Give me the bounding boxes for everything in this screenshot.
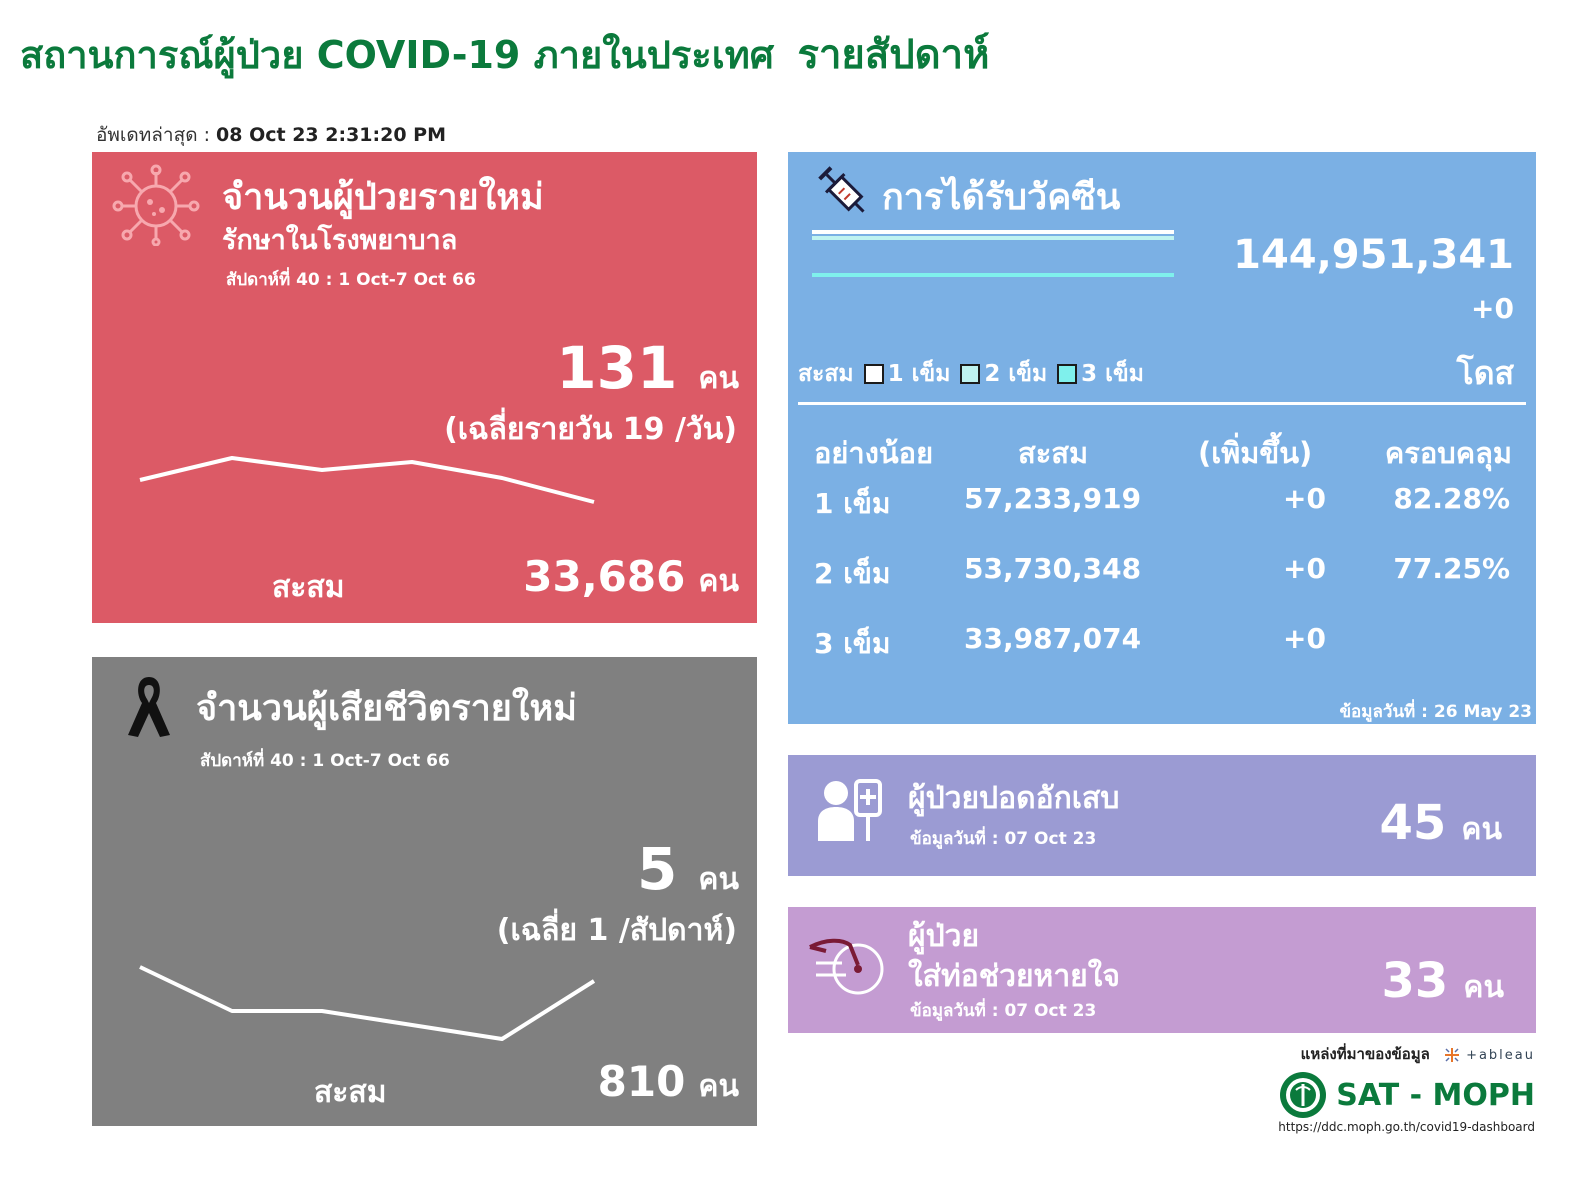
syringe-icon — [818, 166, 865, 213]
row2-increase: +0 — [1283, 552, 1326, 585]
new-cases-title: จำนวนผู้ป่วยรายใหม่ — [222, 177, 544, 218]
new-cases-cumulative-unit: คน — [698, 564, 739, 599]
row3-increase: +0 — [1283, 622, 1326, 655]
row1-increase: +0 — [1283, 482, 1326, 515]
black-ribbon-icon — [128, 677, 170, 737]
row3-total: 33,987,074 — [964, 622, 1142, 655]
dose1-progress-bar — [812, 230, 1174, 234]
virus-icon — [112, 164, 200, 246]
new-deaths-value: 5 — [636, 835, 678, 903]
vaccination-data-date: ข้อมูลวันที่ : 26 May 23 — [1339, 702, 1532, 722]
source-url: https://ddc.moph.go.th/covid19-dashboard — [1278, 1120, 1535, 1134]
legend-item-dose3: 3 เข็ม — [1081, 361, 1144, 387]
new-deaths-trend-line — [139, 965, 596, 1041]
row3-dose: 3 เข็ม — [814, 627, 891, 660]
row2-coverage: 77.25% — [1393, 552, 1510, 585]
new-deaths-title: จำนวนผู้เสียชีวิตรายใหม่ — [196, 688, 577, 729]
legend-swatch-dose2 — [960, 364, 981, 384]
page-title-weekly: รายสัปดาห์ — [797, 32, 990, 78]
pneumonia-data-date: ข้อมูลวันที่ : 07 Oct 23 — [910, 829, 1097, 849]
sat-moph-wordmark: SAT - MOPH — [1336, 1077, 1535, 1113]
pneumonia-count: 45 คน — [1380, 795, 1502, 853]
patient-iv-icon — [818, 779, 882, 841]
new-deaths-unit: คน — [698, 862, 739, 897]
col-header-coverage: ครอบคลุม — [1384, 436, 1512, 470]
new-deaths-average: (เฉลี่ย 1 /สัปดาห์) — [496, 913, 737, 948]
vaccination-legend: สะสม 1 เข็ม 2 เข็ม 3 เข็ม — [798, 356, 1144, 392]
vaccination-panel: การได้รับวัคซีน 144,951,341 +0 สะสม 1 เข… — [788, 152, 1536, 724]
new-cases-subtitle: รักษาในโรงพยาบาล — [222, 225, 458, 256]
page-title-main: สถานการณ์ผู้ป่วย COVID-19 ภายในประเทศ — [20, 33, 774, 77]
moph-seal-icon — [1280, 1072, 1327, 1118]
ventilator-count: 33 คน — [1382, 953, 1504, 1011]
row1-coverage: 82.28% — [1393, 482, 1510, 515]
new-cases-value: 131 — [556, 334, 678, 402]
last-updated-value: 08 Oct 23 2:31:20 PM — [216, 124, 446, 146]
vaccination-title: การได้รับวัคซีน — [882, 177, 1121, 218]
pneumonia-title: ผู้ป่วยปอดอักเสบ — [908, 781, 1120, 816]
row1-total: 57,233,919 — [964, 482, 1142, 515]
last-updated: อัพเดทล่าสุด : 08 Oct 23 2:31:20 PM — [96, 120, 446, 150]
ventilator-data-date: ข้อมูลวันที่ : 07 Oct 23 — [910, 1001, 1097, 1021]
ventilator-icon — [809, 938, 884, 995]
new-cases-cumulative: 33,686 คน — [523, 552, 739, 605]
page-title: สถานการณ์ผู้ป่วย COVID-19 ภายในประเทศ รา… — [20, 22, 989, 86]
row2-dose: 2 เข็ม — [814, 557, 891, 590]
new-cases-unit: คน — [698, 361, 739, 396]
col-header-increase: (เพิ่มขึ้น) — [1198, 436, 1313, 470]
new-deaths-week: สัปดาห์ที่ 40 : 1 Oct-7 Oct 66 — [200, 751, 450, 771]
vaccination-dose-unit: โดส — [1456, 354, 1515, 392]
pneumonia-panel: ผู้ป่วยปอดอักเสบ ข้อมูลวันที่ : 07 Oct 2… — [788, 755, 1536, 876]
legend-swatch-dose3 — [1057, 364, 1078, 384]
col-header-at-least: อย่างน้อย — [814, 436, 934, 470]
tableau-wordmark: +ableau — [1466, 1048, 1535, 1063]
new-cases-panel: จำนวนผู้ป่วยรายใหม่ รักษาในโรงพยาบาล สัป… — [92, 152, 757, 623]
new-deaths-cumulative-unit: คน — [698, 1069, 739, 1104]
ventilator-panel: ผู้ป่วย ใส่ท่อช่วยหายใจ ข้อมูลวันที่ : 0… — [788, 907, 1536, 1033]
new-cases-cumulative-label: สะสม — [272, 570, 345, 605]
legend-label: สะสม — [798, 361, 854, 387]
dose2-progress-bar — [812, 236, 1174, 240]
org-line: SAT - MOPH — [1278, 1070, 1535, 1120]
ventilator-value: 33 — [1381, 953, 1449, 1009]
new-cases-cumulative-value: 33,686 — [523, 552, 686, 601]
new-deaths-count: 5 คน — [637, 835, 739, 903]
last-updated-label: อัพเดทล่าสุด : — [96, 124, 210, 146]
new-deaths-cumulative: 810 คน — [598, 1057, 739, 1110]
new-deaths-cumulative-label: สะสม — [314, 1075, 387, 1110]
legend-item-dose1: 1 เข็ม — [887, 361, 951, 387]
row2-total: 53,730,348 — [964, 552, 1142, 585]
pneumonia-unit: คน — [1461, 812, 1502, 847]
source-label: แหล่งที่มาของข้อมูล — [1300, 1045, 1430, 1063]
new-deaths-panel: จำนวนผู้เสียชีวิตรายใหม่ สัปดาห์ที่ 40 :… — [92, 657, 757, 1126]
ventilator-unit: คน — [1463, 970, 1504, 1005]
tableau-logo-icon — [1444, 1047, 1459, 1062]
new-deaths-cumulative-value: 810 — [597, 1057, 686, 1106]
legend-item-dose2: 2 เข็ม — [984, 361, 1048, 387]
ventilator-title-line1: ผู้ป่วย — [908, 919, 980, 954]
new-cases-week: สัปดาห์ที่ 40 : 1 Oct-7 Oct 66 — [226, 270, 476, 290]
row1-dose: 1 เข็ม — [814, 487, 891, 520]
new-cases-trend-line — [139, 456, 595, 504]
vaccination-total: 144,951,341 — [1233, 232, 1514, 278]
col-header-cumulative: สะสม — [1018, 436, 1089, 470]
dose3-progress-bar — [812, 273, 1174, 277]
new-cases-average: (เฉลี่ยรายวัน 19 /วัน) — [444, 412, 737, 447]
vaccination-divider — [798, 402, 1526, 405]
ventilator-title-line2: ใส่ท่อช่วยหายใจ — [908, 959, 1120, 994]
legend-swatch-dose1 — [863, 364, 884, 384]
pneumonia-value: 45 — [1379, 795, 1447, 851]
new-cases-count: 131 คน — [556, 334, 739, 402]
vaccination-total-increase: +0 — [1471, 292, 1514, 325]
data-source: แหล่งที่มาของข้อมูล +ableau SAT - MOPH h… — [1278, 1042, 1535, 1134]
source-line: แหล่งที่มาของข้อมูล +ableau — [1278, 1042, 1535, 1066]
